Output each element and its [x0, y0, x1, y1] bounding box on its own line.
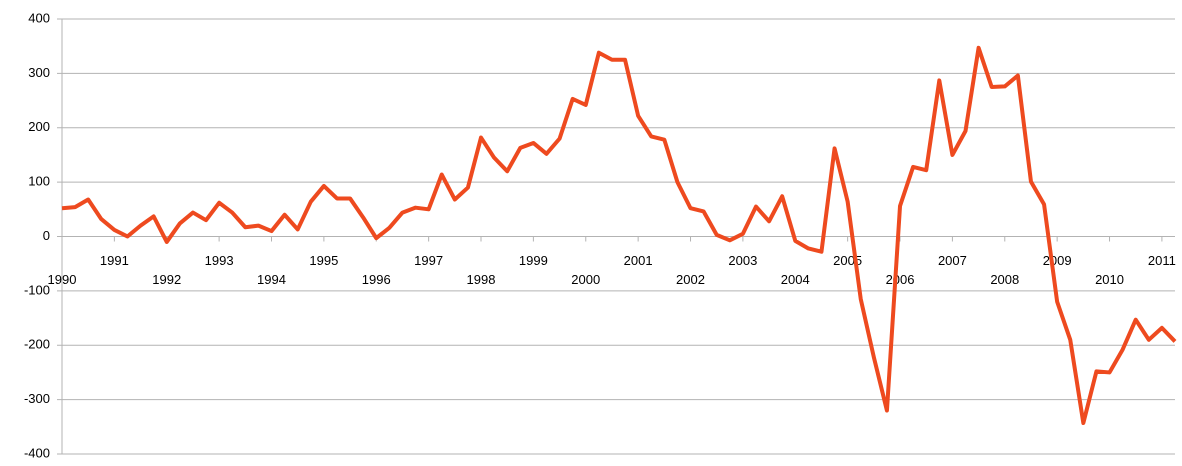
y-tick-label: -200 [24, 337, 50, 352]
x-tick-label: 2003 [728, 253, 757, 268]
x-tick-label: 2010 [1095, 272, 1124, 287]
x-tick-label: 2002 [676, 272, 705, 287]
y-tick-label: 300 [28, 65, 50, 80]
x-tick-label: 2009 [1043, 253, 1072, 268]
x-tick-label: 1996 [362, 272, 391, 287]
x-tick-label: 1997 [414, 253, 443, 268]
y-tick-label: 400 [28, 10, 50, 25]
y-tick-label: 200 [28, 119, 50, 134]
x-tick-label: 1993 [205, 253, 234, 268]
x-tick-label: 1992 [152, 272, 181, 287]
x-tick-label: 2001 [624, 253, 653, 268]
x-tick-label: 2004 [781, 272, 810, 287]
data-line [61, 45, 1177, 426]
y-tick-label: 100 [28, 174, 50, 189]
x-tick-label: 2007 [938, 253, 967, 268]
x-tick-label: 2008 [990, 272, 1019, 287]
y-tick-label: 0 [43, 228, 50, 243]
y-tick-label: -400 [24, 445, 50, 460]
x-tick-label: 2000 [571, 272, 600, 287]
y-tick-label: -100 [24, 282, 50, 297]
x-tick-label: 1991 [100, 253, 129, 268]
x-tick-label: 1994 [257, 272, 286, 287]
x-tick-label: 1998 [467, 272, 496, 287]
x-tick-label: 1990 [48, 272, 77, 287]
x-tick-label: 2011 [1148, 253, 1176, 268]
x-tick-label: 1995 [309, 253, 338, 268]
y-tick-label: -300 [24, 391, 50, 406]
x-tick-label: 2006 [886, 272, 915, 287]
x-tick-label: 1999 [519, 253, 548, 268]
